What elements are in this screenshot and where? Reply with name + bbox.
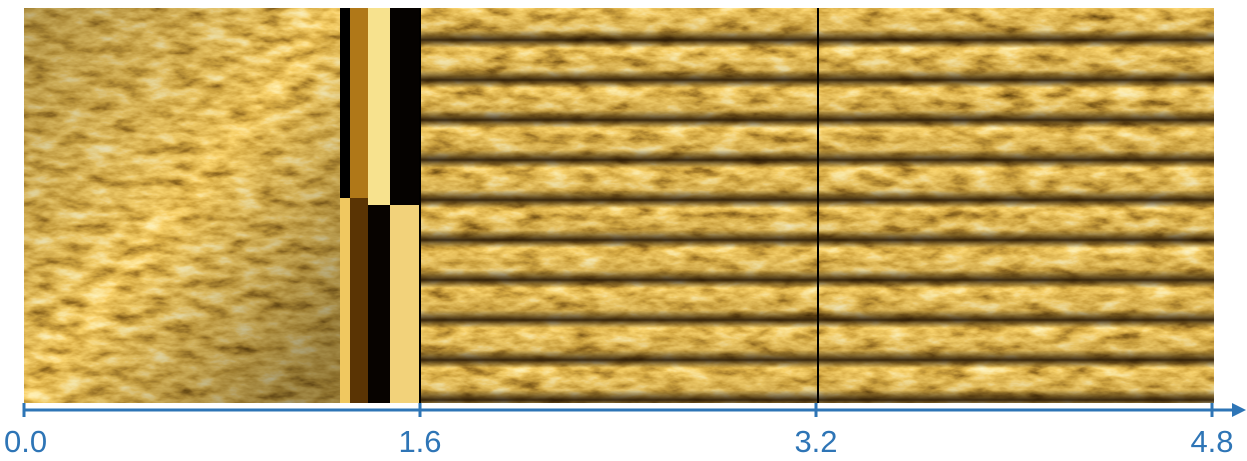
scan-image bbox=[24, 8, 1214, 403]
x-tick-label: 4.8 bbox=[1190, 424, 1233, 459]
shading bbox=[24, 8, 340, 403]
step-region bbox=[340, 8, 420, 403]
x-tick-label: 1.6 bbox=[398, 424, 441, 459]
x-tick-label: 3.2 bbox=[794, 424, 837, 459]
x-axis: 0.0 1.6 3.2 4.8 bbox=[4, 403, 1246, 459]
axis-arrow bbox=[1232, 403, 1246, 417]
page: 0.01.63.24.8 (() => { const data = JSON.… bbox=[0, 0, 1247, 461]
x-tick-label: 0.0 bbox=[4, 424, 47, 459]
figure: 0.0 1.6 3.2 4.8 bbox=[0, 0, 1247, 461]
